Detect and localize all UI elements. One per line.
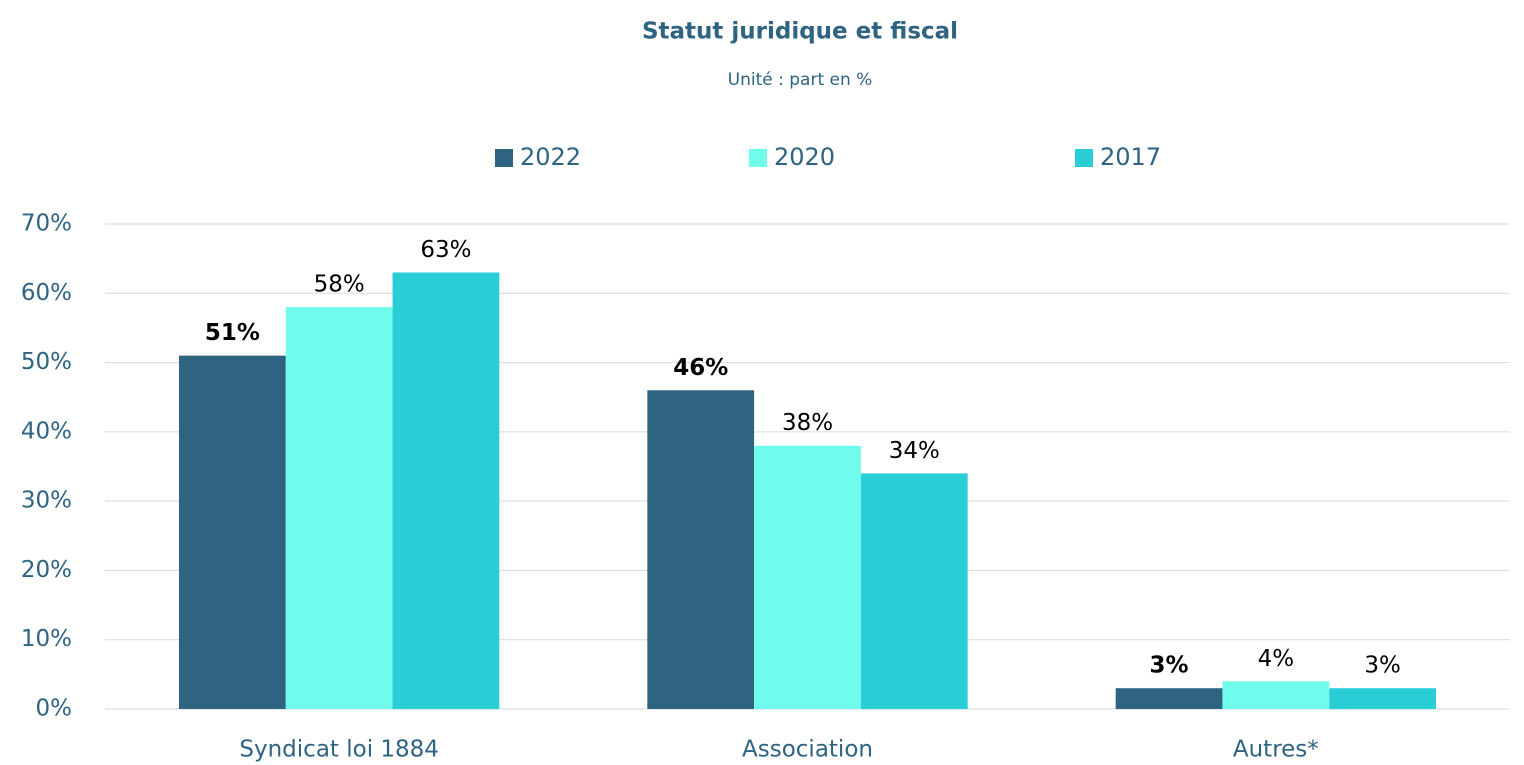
x-tick-label: Association [742,737,873,763]
legend-label: 2020 [774,143,835,171]
y-tick-label: 40% [21,418,72,444]
data-label: 51% [205,320,260,346]
legend-swatch [495,149,513,167]
y-tick-label: 30% [21,488,72,514]
data-label: 58% [314,272,365,298]
legend-swatch [1075,149,1093,167]
x-tick-label: Autres* [1233,737,1319,763]
data-label: 63% [420,237,471,263]
y-tick-label: 0% [36,696,73,722]
x-tick-label: Syndicat loi 1884 [239,737,439,763]
bar [1115,688,1223,709]
y-tick-label: 50% [21,349,72,375]
bar [392,272,500,709]
bar [754,445,861,709]
data-label: 4% [1258,646,1295,672]
data-label: 3% [1150,653,1189,679]
data-label: 3% [1364,653,1401,679]
legend-swatch [749,149,767,167]
y-tick-label: 10% [21,626,72,652]
data-label: 34% [889,438,940,464]
bar [1329,688,1437,709]
data-label: 38% [782,410,833,436]
y-tick-label: 20% [21,557,72,583]
y-tick-label: 70% [21,211,72,237]
legend-label: 2022 [520,143,581,171]
chart-subtitle: Unité : part en % [728,70,873,90]
bar [1222,681,1330,709]
bar [285,307,393,709]
chart-title: Statut juridique et fiscal [642,19,958,45]
data-label: 46% [673,355,728,381]
bar [860,473,968,709]
bar [178,355,286,709]
y-tick-label: 60% [21,280,72,306]
legend-label: 2017 [1100,143,1161,171]
bar [647,390,755,709]
